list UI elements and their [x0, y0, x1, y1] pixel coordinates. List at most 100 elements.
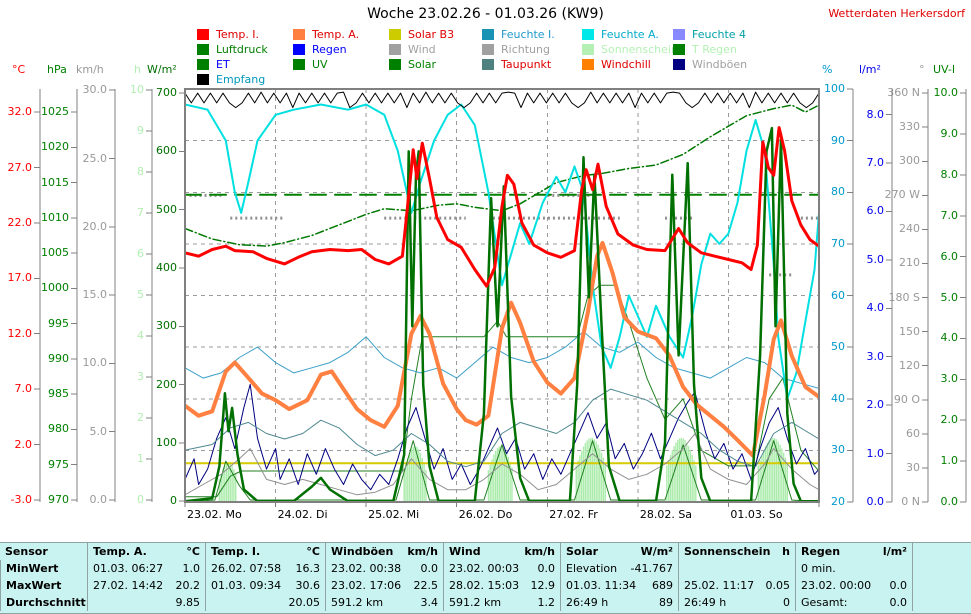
- axis-tick-label: 300: [899, 154, 920, 168]
- axis-tick-label: 27.0: [7, 160, 33, 174]
- axis-tick-label: 10: [130, 83, 144, 97]
- axis-tick-label: 6.0: [940, 249, 959, 263]
- legend-item-temp-i-: Temp. I.: [197, 27, 268, 42]
- legend-swatch-icon: [673, 29, 685, 40]
- axis-tick-label: 2: [137, 410, 144, 424]
- legend-item-solar-b3: Solar B3: [389, 27, 454, 42]
- axis-tick-label: 3.0: [866, 349, 885, 363]
- axis-tick-label: 1020: [41, 140, 69, 154]
- legend-label: Sonnenschein: [601, 43, 678, 56]
- legend-label: Solar B3: [408, 28, 455, 41]
- legend-swatch-icon: [197, 44, 209, 55]
- legend-swatch-icon: [582, 44, 594, 55]
- axis-tick-label: 1025: [41, 105, 69, 119]
- legend-label: ET: [216, 58, 230, 71]
- axis-tick-label: 20.0: [82, 219, 108, 233]
- axis-tick-label: 1005: [41, 246, 69, 260]
- legend-label: Empfang: [216, 73, 266, 86]
- axis-tick-label: 5.0: [89, 424, 108, 438]
- legend-item-taupunkt: Taupunkt: [482, 57, 555, 72]
- axis-tick-label: 4.0: [866, 301, 885, 315]
- day-label: 25.02. Mi: [368, 508, 420, 521]
- legend-label: Solar: [408, 58, 437, 71]
- axis-tick-label: 20: [831, 495, 845, 508]
- axis-tick-label: 5.0: [866, 252, 885, 266]
- axis-tick-label: 3: [137, 370, 144, 384]
- day-label: 24.02. Di: [277, 508, 328, 521]
- axis-tick-label: 25.0: [82, 151, 108, 165]
- day-label: 27.02. Fr: [549, 508, 598, 521]
- legend-item-sonnenschein: Sonnenschein: [582, 42, 678, 57]
- axis-tick-label: 200: [156, 377, 177, 391]
- legend-item-uv: UV: [293, 57, 359, 72]
- axis-tick-label: 6.0: [866, 204, 885, 218]
- legend-item-feuchte-4: Feuchte 4: [673, 27, 747, 42]
- day-label: 26.02. Do: [458, 508, 513, 521]
- day-label: 23.02. Mo: [187, 508, 242, 521]
- legend-label: Temp. I.: [216, 28, 260, 41]
- table-cell: 591.2 km 3.4: [325, 594, 443, 611]
- table-cell: 25.02. 11:17 0.05: [678, 577, 795, 594]
- axis-tick-label: 30.0: [82, 83, 108, 97]
- axis-tick-label: 90 O: [893, 392, 920, 406]
- legend-item-feuchte-i-: Feuchte I.: [482, 27, 555, 42]
- legend-swatch-icon: [482, 29, 494, 40]
- table-cell: 27.02. 14:42 20.2: [87, 577, 205, 594]
- axis-tick-label: 7.0: [940, 208, 959, 222]
- axis-header: W/m²: [147, 63, 177, 76]
- legend-item-et: ET: [197, 57, 268, 72]
- table-cell: 23.02. 00:00 0.0: [795, 577, 912, 594]
- legend-column: Temp. I. Luftdruck ET Empfang: [197, 27, 268, 87]
- axis-tick-label: 500: [156, 202, 177, 216]
- table-group-header: [912, 543, 971, 560]
- axis-tick-label: 12.0: [7, 326, 33, 340]
- legend-swatch-icon: [389, 44, 401, 55]
- axis-header: UV-I: [933, 63, 956, 76]
- feuchte-4-line: [185, 331, 819, 389]
- legend-swatch-icon: [197, 74, 209, 85]
- axis-tick-label: 8: [137, 165, 144, 179]
- axis-tick-label: 7.0: [14, 382, 33, 396]
- axis-tick-label: 0.0: [866, 495, 885, 508]
- axis-tick-label: 7.0: [866, 156, 885, 170]
- legend-label: Feuchte A.: [601, 28, 659, 41]
- axis-header: hPa: [47, 63, 67, 76]
- legend-label: Windböen: [692, 58, 748, 71]
- axis-tick-label: 22.0: [7, 215, 33, 229]
- axis-tick-label: 10.0: [82, 356, 108, 370]
- axis-tick-label: 990: [48, 351, 69, 365]
- table-group-header: Regen l/m²: [795, 543, 912, 560]
- taupunkt-line: [185, 388, 819, 468]
- axis-tick-label: 970: [48, 492, 69, 506]
- table-cell: 9.85: [87, 594, 205, 611]
- axis-header: km/h: [76, 63, 104, 76]
- axis-header: °C: [12, 63, 26, 76]
- axis-tick-label: 8.0: [940, 167, 959, 181]
- empfang-line: [185, 91, 819, 109]
- axis-tick-label: 985: [48, 387, 69, 401]
- axis-tick-label: 50: [831, 340, 845, 354]
- axis-tick-label: 32.0: [7, 105, 33, 119]
- legend-label: T Regen: [692, 43, 737, 56]
- legend-item-windb-en: Windböen: [673, 57, 747, 72]
- axis-tick-label: 0: [170, 494, 177, 508]
- axis-tick-label: 0.0: [89, 492, 108, 506]
- axis-tick-label: 1.0: [866, 446, 885, 460]
- axis-header: %: [822, 63, 833, 76]
- axis-tick-label: 60: [831, 288, 845, 302]
- day-label: 01.03. So: [730, 508, 783, 521]
- table-cell: [912, 560, 971, 577]
- legend-item-richtung: Richtung: [482, 42, 555, 57]
- axis-tick-label: 60: [906, 426, 920, 440]
- table-cell: 01.03. 09:34 30.6: [205, 577, 325, 594]
- axis-tick-label: 150: [899, 324, 920, 338]
- table-cell: 23.02. 17:06 22.5: [325, 577, 443, 594]
- chart-canvas: [34, 88, 967, 507]
- page-title: Woche 23.02.26 - 01.03.26 (KW9): [367, 6, 604, 22]
- legend-item-luftdruck: Luftdruck: [197, 42, 268, 57]
- legend-column: Temp. A. Regen UV: [293, 27, 359, 72]
- axis-tick-label: 975: [48, 457, 69, 471]
- legend-label: Luftdruck: [216, 43, 268, 56]
- table-row-label: MinWert: [0, 560, 87, 577]
- axis-tick-label: 4: [137, 329, 144, 343]
